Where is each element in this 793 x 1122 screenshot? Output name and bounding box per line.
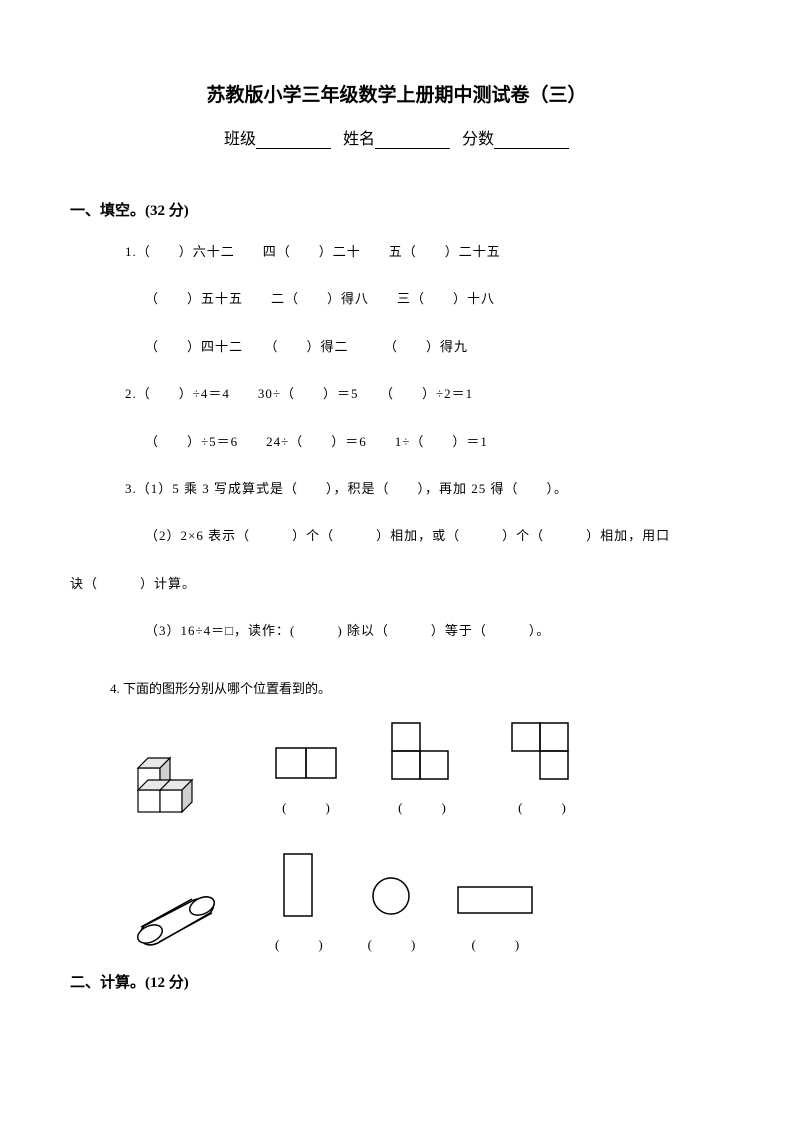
- score-label: 分数: [462, 131, 494, 148]
- score-blank[interactable]: [494, 133, 569, 149]
- blank-4[interactable]: ( ): [275, 934, 323, 953]
- shape-T-3squares: ( ): [507, 722, 577, 816]
- q3-2b: 诀（ ）计算。: [70, 572, 723, 595]
- shape-2squares-h: ( ): [275, 747, 337, 816]
- page-title: 苏教版小学三年级数学上册期中测试卷（三）: [70, 80, 723, 107]
- shape-L-3squares: ( ): [387, 722, 457, 816]
- shapes-row-1: ( ) ( ) ( ): [130, 722, 723, 816]
- shape-rect-v: ( ): [275, 851, 323, 953]
- name-label: 姓名: [343, 131, 375, 148]
- blank-2[interactable]: ( ): [398, 797, 446, 816]
- shapes-row-2: ( ) ( ) ( ): [130, 851, 723, 953]
- q4-label: 4. 下面的图形分别从哪个位置看到的。: [110, 678, 723, 697]
- q3-3: （3）16÷4＝□，读作：( ) 除以（ ）等于（ ）。: [145, 619, 723, 642]
- q1-line-b: （ ）五十五 二（ ）得八 三（ ）十八: [145, 287, 723, 310]
- shape-3d-cubes: [130, 746, 220, 816]
- class-blank[interactable]: [256, 133, 331, 149]
- blank-1[interactable]: ( ): [282, 797, 330, 816]
- info-line: 班级 姓名 分数: [70, 125, 723, 149]
- name-blank[interactable]: [375, 133, 450, 149]
- shape-cylinder-3d: [130, 888, 225, 953]
- q2-line-b: （ ）÷5＝6 24÷（ ）＝6 1÷（ ）＝1: [145, 430, 723, 453]
- shape-rect-h: ( ): [455, 884, 535, 953]
- class-label: 班级: [224, 131, 256, 148]
- section1-header: 一、填空。(32 分): [70, 199, 723, 220]
- q3-1: 3.（1）5 乘 3 写成算式是（ ），积是（ ），再加 25 得（ ）。: [125, 477, 723, 500]
- q3-2: （2）2×6 表示（ ）个（ ）相加，或（ ）个（ ）相加，用口: [145, 524, 723, 547]
- blank-6[interactable]: ( ): [472, 934, 520, 953]
- q2-line-a: 2.（ ）÷4＝4 30÷（ ）＝5 （ ）÷2＝1: [125, 382, 723, 405]
- blank-3[interactable]: ( ): [518, 797, 566, 816]
- shape-circle: ( ): [368, 874, 416, 953]
- blank-5[interactable]: ( ): [368, 934, 416, 953]
- section2-header: 二、计算。(12 分): [70, 971, 723, 992]
- q1-line-a: 1.（ ）六十二 四（ ）二十 五（ ）二十五: [125, 240, 723, 263]
- q1-line-c: （ ）四十二 （ ）得二 （ ）得九: [145, 335, 723, 358]
